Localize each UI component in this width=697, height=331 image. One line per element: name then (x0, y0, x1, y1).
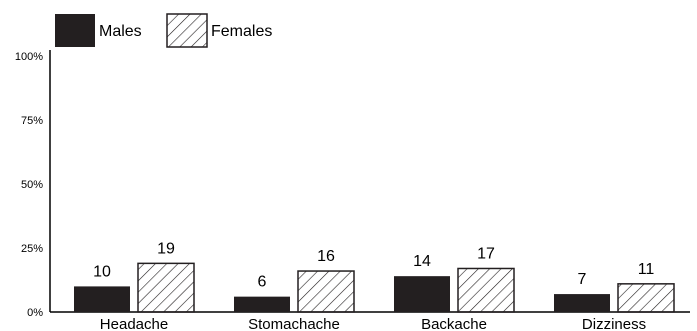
category-label: Backache (421, 316, 487, 331)
value-label-females-dizziness: 11 (638, 261, 655, 278)
legend-swatch-females (166, 13, 208, 48)
category-label: Stomachache (248, 316, 340, 331)
legend-label-females: Females (211, 23, 272, 40)
y-tick-label: 25% (21, 243, 43, 255)
y-tick-label: 100% (15, 51, 43, 63)
legend-swatch-males (55, 14, 95, 47)
bars (74, 262, 675, 313)
y-tick-label: 75% (21, 115, 43, 127)
legend-label-males: Males (99, 23, 142, 40)
bar-females-stomachache (297, 270, 355, 313)
bar-females-headache (137, 262, 195, 313)
category-label: Headache (100, 316, 168, 331)
bar-males-backache (394, 276, 450, 312)
bar-males-headache (74, 286, 130, 312)
bar-females-dizziness (617, 283, 675, 313)
value-label-females-backache: 17 (477, 245, 495, 262)
value-label-males-stomachache: 6 (258, 274, 267, 291)
bar-males-dizziness (554, 294, 610, 312)
value-label-males-backache: 14 (413, 253, 431, 270)
legend: Males Females (55, 13, 272, 48)
y-tick-label: 0% (27, 307, 43, 319)
y-tick-label: 50% (21, 179, 43, 191)
value-label-females-stomachache: 16 (317, 248, 335, 265)
labels: 10 19 Headache 6 16 Stomachache 14 17 Backache 7 1… (93, 240, 654, 331)
bar-males-stomachache (234, 296, 290, 312)
category-label: Dizziness (582, 316, 646, 331)
value-label-males-dizziness: 7 (578, 271, 587, 288)
bar-females-backache (457, 267, 515, 313)
value-label-males-headache: 10 (93, 263, 111, 280)
value-label-females-headache: 19 (157, 240, 175, 257)
